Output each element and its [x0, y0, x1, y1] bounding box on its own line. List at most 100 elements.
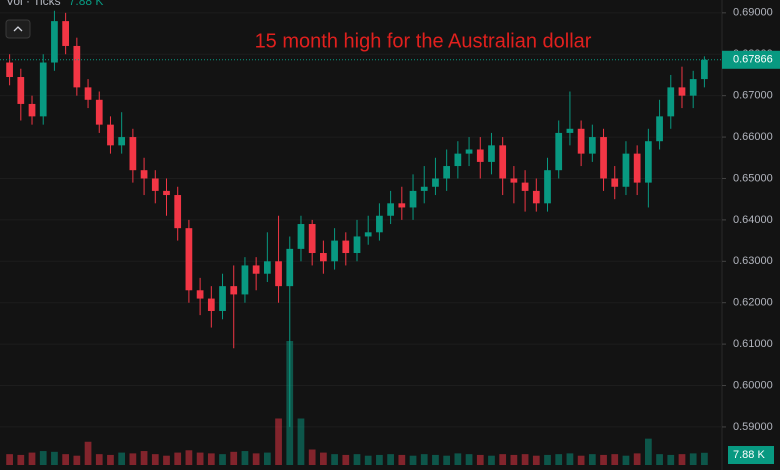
- candle-body: [600, 137, 607, 179]
- collapse-button[interactable]: [5, 19, 31, 39]
- candle-body: [476, 149, 484, 162]
- volume-bar: [488, 455, 495, 465]
- candle-body: [364, 232, 372, 237]
- volume-bar: [555, 454, 563, 465]
- volume-bar: [342, 454, 350, 465]
- volume-bar: [465, 454, 473, 465]
- candle-body: [275, 261, 282, 287]
- collapse-icon: [13, 26, 23, 32]
- candle-body: [174, 195, 182, 229]
- volume-bar: [219, 454, 226, 465]
- volume-bar: [62, 454, 69, 465]
- y-tick-label: 0.62000: [733, 297, 773, 309]
- volume-bar: [656, 454, 663, 465]
- candle-body: [308, 224, 316, 254]
- volume-bar: [364, 455, 372, 465]
- y-tick-label: 0.65000: [733, 172, 773, 184]
- volume-bar: [566, 453, 574, 465]
- candle-body: [465, 149, 473, 154]
- volume-bar: [611, 454, 619, 465]
- candle-body: [420, 186, 428, 191]
- volume-bar: [73, 455, 81, 465]
- candle-body: [151, 178, 159, 191]
- candle-body: [611, 178, 619, 187]
- volume-bar: [510, 454, 518, 465]
- candle-body: [633, 153, 641, 183]
- volume-bar: [476, 454, 484, 465]
- volume-bar: [207, 453, 215, 465]
- candle-body: [39, 62, 47, 117]
- volume-bar: [353, 454, 361, 465]
- candle-body: [230, 286, 238, 295]
- volume-bar: [196, 452, 204, 465]
- volume-bar: [432, 454, 439, 465]
- candle-body: [219, 286, 226, 311]
- volume-bar: [297, 418, 305, 465]
- volume-bar: [588, 454, 596, 465]
- volume-bar: [263, 452, 271, 465]
- volume-bar: [387, 454, 394, 465]
- candle-body: [566, 128, 574, 133]
- candle-body: [73, 45, 81, 88]
- candle-body: [140, 170, 148, 179]
- y-tick-label: 0.67000: [733, 90, 773, 102]
- volume-bar: [28, 452, 36, 465]
- volume-bar: [320, 452, 327, 465]
- candle-body: [252, 265, 260, 274]
- candle-body: [577, 128, 585, 154]
- volume-bar: [689, 453, 697, 465]
- volume-bar: [252, 453, 260, 465]
- volume-bar: [376, 454, 383, 465]
- y-tick-label: 0.69000: [733, 7, 773, 19]
- candle-body: [622, 153, 630, 187]
- candle-body: [443, 166, 451, 179]
- volume-bar: [521, 454, 529, 465]
- volume-label: 7.88 K: [733, 449, 765, 461]
- candle-body: [51, 21, 58, 63]
- candle-body: [263, 261, 271, 274]
- candle-body: [118, 137, 126, 146]
- volume-bar: [6, 454, 13, 465]
- candle-body: [409, 190, 417, 208]
- candle-body: [387, 203, 394, 216]
- y-tick-label: 0.61000: [733, 338, 773, 350]
- volume-bar: [443, 455, 451, 465]
- volume-bar: [678, 454, 686, 465]
- candle-body: [84, 87, 92, 100]
- last-price-box: [722, 50, 780, 69]
- volume-bar: [409, 455, 417, 465]
- volume-bar: [118, 452, 126, 465]
- candle-body: [196, 290, 204, 299]
- candle-body: [129, 137, 137, 171]
- candle-body: [521, 182, 529, 191]
- y-tick-label: 0.66000: [733, 131, 773, 143]
- volume-bar: [499, 454, 507, 465]
- candle-body: [297, 224, 305, 249]
- candle-body: [207, 298, 215, 311]
- volume-bar: [129, 453, 137, 465]
- volume-bar: [398, 454, 406, 465]
- volume-value: 7.88 K: [69, 0, 104, 8]
- annotation: 15 month high for the Australian dollar: [255, 30, 592, 52]
- candle-body: [588, 137, 596, 154]
- candle-body: [398, 203, 406, 208]
- candle-body: [532, 190, 540, 204]
- last-price-label: 0.67866: [733, 54, 773, 66]
- volume-bar: [701, 452, 708, 465]
- candle-body: [454, 153, 462, 167]
- candle-body: [286, 248, 294, 287]
- candle-body: [689, 79, 697, 96]
- volume-bar: [645, 438, 652, 465]
- candle-body: [499, 145, 507, 179]
- volume-bar: [667, 454, 675, 465]
- volume-bar: [107, 454, 114, 465]
- volume-bar: [633, 453, 641, 465]
- y-tick-label: 0.59000: [733, 421, 773, 433]
- volume-bar: [600, 454, 607, 465]
- volume-bar: [39, 451, 47, 465]
- volume-bar: [275, 418, 282, 465]
- y-tick-label: 0.60000: [733, 379, 773, 391]
- candle-body: [645, 141, 652, 183]
